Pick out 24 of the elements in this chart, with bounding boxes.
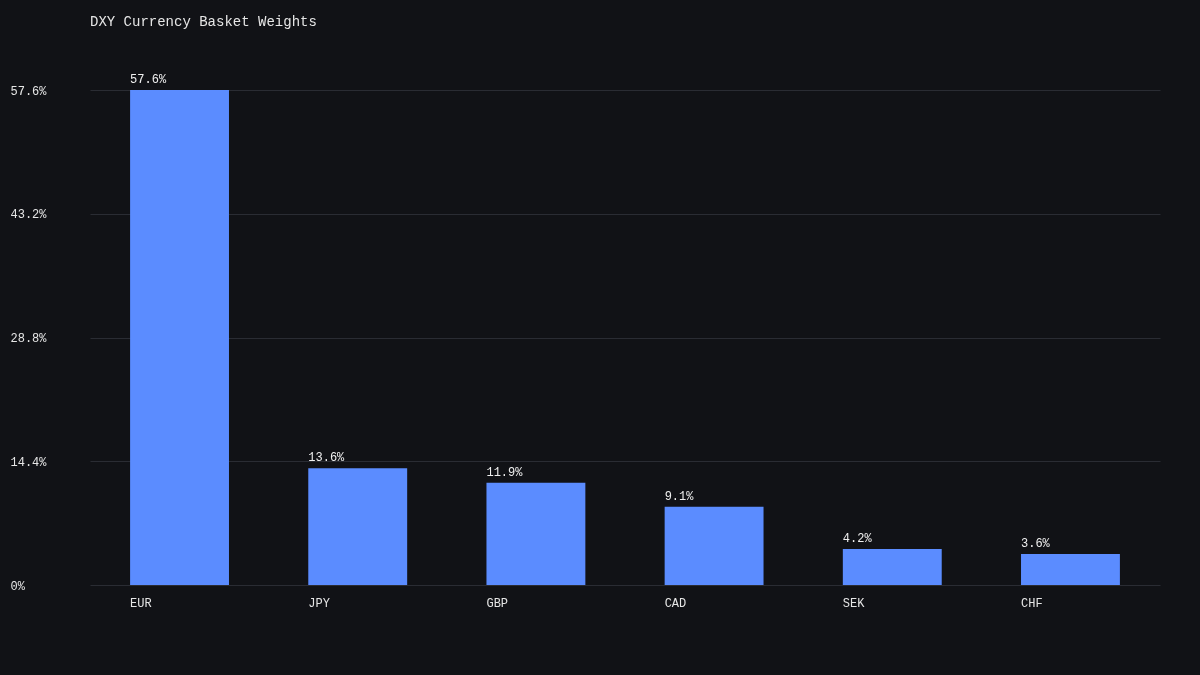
x-tick-label: EUR xyxy=(130,596,152,611)
x-tick-label: CAD xyxy=(664,596,687,611)
data-label: 9.1% xyxy=(664,489,695,504)
bar xyxy=(842,548,942,585)
bar xyxy=(130,90,229,585)
y-tick-label: 0% xyxy=(10,579,26,594)
y-tick-label: 57.6% xyxy=(10,84,48,99)
y-tick-label: 14.4% xyxy=(10,455,48,470)
y-tick-label: 43.2% xyxy=(10,208,48,223)
bar xyxy=(664,506,764,585)
data-label: 13.6% xyxy=(308,451,346,466)
y-tick-label: 28.8% xyxy=(10,332,48,346)
data-label: 4.2% xyxy=(842,531,873,546)
bar xyxy=(308,468,408,585)
x-tick-label: SEK xyxy=(842,596,866,611)
x-tick-label: CHF xyxy=(1021,596,1043,611)
bar xyxy=(486,482,586,585)
x-tick-label: JPY xyxy=(308,596,330,611)
data-label: 57.6% xyxy=(130,73,167,87)
bar xyxy=(1021,554,1120,585)
data-label: 11.9% xyxy=(486,465,524,480)
data-label: 3.6% xyxy=(1021,537,1051,552)
x-tick-label: GBP xyxy=(486,596,509,611)
chart-title: DXY Currency Basket Weights xyxy=(90,14,317,30)
